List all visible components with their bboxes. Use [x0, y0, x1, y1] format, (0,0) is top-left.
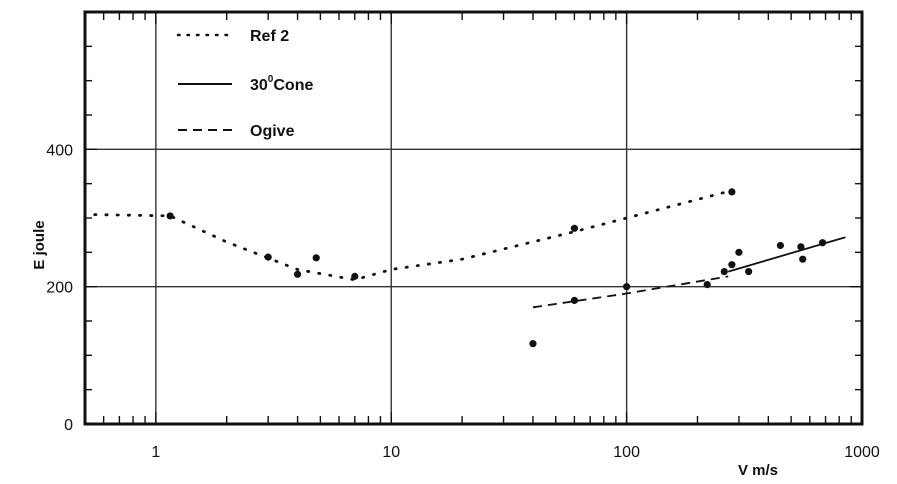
data-point — [570, 224, 578, 232]
data-point — [623, 283, 631, 291]
legend: Ref 2 300Cone Ogive — [176, 28, 313, 140]
x-tick-label: 10 — [382, 444, 400, 461]
data-point — [745, 267, 753, 276]
tick-marks — [84, 11, 862, 425]
series-lines — [93, 189, 846, 309]
data-point — [166, 212, 174, 220]
data-point — [293, 270, 302, 278]
y-tick-label: 200 — [46, 280, 73, 297]
series-line-dotted — [93, 189, 734, 282]
data-point — [312, 254, 320, 262]
x-tick-label: 100 — [613, 444, 640, 461]
data-points — [166, 188, 827, 348]
legend-label-cone-word: Cone — [273, 77, 313, 94]
data-point — [351, 272, 359, 280]
data-point — [799, 255, 807, 263]
x-axis-label: V m/s — [738, 462, 778, 479]
data-point — [776, 241, 784, 250]
legend-label-cone-number: 30 — [250, 77, 268, 94]
y-axis-label: E joule — [31, 220, 48, 269]
legend-label-ref2: Ref 2 — [250, 28, 289, 45]
data-point — [720, 267, 728, 276]
data-point — [703, 281, 711, 289]
data-point — [728, 188, 736, 196]
x-tick-labels: 1 10 100 1000 — [151, 444, 879, 461]
data-point — [818, 239, 827, 247]
y-tick-label: 400 — [46, 142, 73, 159]
series-line-dashed — [532, 275, 729, 309]
legend-label-cone: 300Cone — [250, 74, 313, 94]
data-point — [264, 253, 272, 261]
legend-label-ogive: Ogive — [250, 123, 295, 140]
series-line-solid — [727, 236, 846, 273]
y-tick-labels: 0 200 400 — [46, 142, 73, 434]
data-point — [570, 296, 578, 304]
x-tick-label: 1 — [151, 444, 160, 461]
plot-frame — [83, 10, 864, 426]
data-point — [728, 261, 736, 269]
legend-label-cone-degree: 0 — [268, 74, 274, 85]
data-point — [797, 243, 805, 251]
grid-lines — [85, 12, 862, 424]
x-tick-label: 1000 — [844, 444, 880, 461]
y-tick-label: 0 — [64, 417, 73, 434]
data-point — [529, 340, 537, 348]
data-point — [735, 248, 743, 256]
